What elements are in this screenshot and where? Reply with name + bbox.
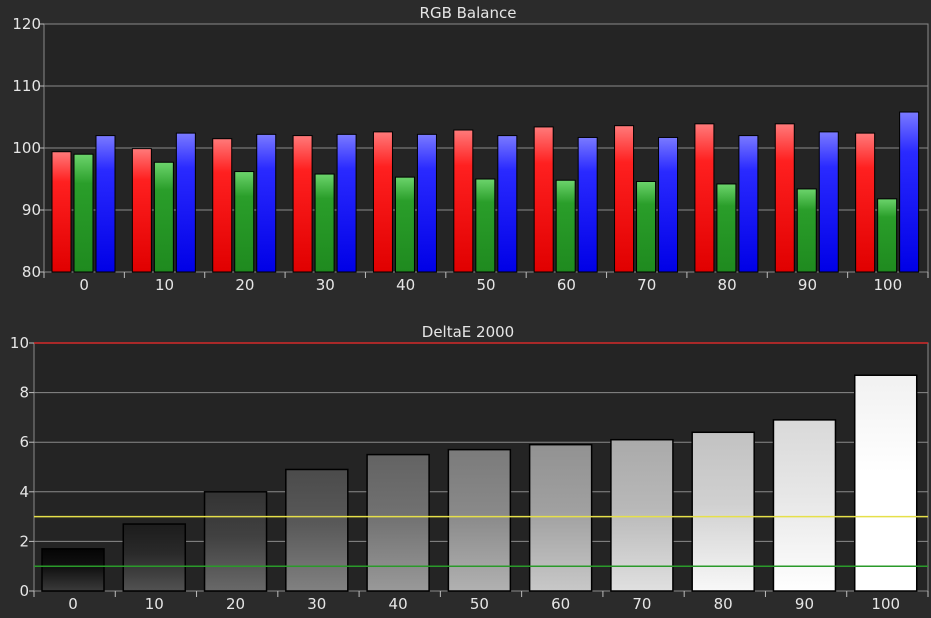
rgb-bar: [555, 179, 576, 273]
deltae-bar: [203, 491, 268, 592]
deltae-x-tick-label: 100: [871, 595, 900, 613]
rgb-bar: [453, 129, 474, 273]
deltae-x-tick-label: 60: [551, 595, 570, 613]
rgb-bar: [131, 148, 152, 273]
rgb-bar: [336, 133, 357, 273]
rgb-bar: [614, 125, 635, 273]
deltae-bar: [366, 453, 430, 592]
rgb-bar: [394, 176, 415, 273]
deltae-x-tick-label: 80: [714, 595, 733, 613]
rgb-bar: [577, 136, 598, 273]
deltae-x-tick-label: 40: [389, 595, 408, 613]
rgb-bar: [497, 135, 518, 273]
deltae-title: DeltaE 2000: [422, 323, 514, 341]
deltae-x-tick-label: 90: [795, 595, 814, 613]
rgb-balance-chart: RGB Balance 80 90 100 110 120 0 10 20 30 40 50 60 7…: [12, 4, 929, 294]
deltae-bar: [772, 419, 837, 592]
rgb-bar: [95, 135, 116, 273]
rgb-x-axis: 0 10 20 30 40 50 60 70 80 90 100: [43, 272, 929, 294]
rgb-balance-title: RGB Balance: [420, 4, 517, 22]
rgb-y-tick-label: 80: [22, 263, 41, 281]
rgb-x-tick-label: 30: [316, 276, 335, 294]
rgb-x-tick-label: 10: [155, 276, 174, 294]
rgb-bar: [818, 131, 839, 273]
rgb-bar: [256, 133, 277, 273]
rgb-bar: [292, 135, 313, 273]
deltae-x-tick-label: 30: [307, 595, 326, 613]
deltae-x-tick-label: 70: [632, 595, 651, 613]
rgb-bar: [175, 132, 196, 273]
deltae-bar: [691, 431, 755, 592]
rgb-x-tick-label: 20: [235, 276, 254, 294]
deltae-bar: [285, 468, 349, 592]
rgb-x-tick-label: 40: [396, 276, 415, 294]
rgb-bar: [475, 178, 496, 273]
deltae-reference-lines: [34, 342, 928, 567]
rgb-bar: [372, 131, 393, 273]
rgb-bar: [636, 180, 657, 273]
deltae-y-tick-label: 6: [19, 433, 29, 451]
rgb-bar: [738, 135, 759, 273]
deltae-x-tick-label: 10: [145, 595, 164, 613]
rgb-bar: [73, 153, 94, 273]
deltae-x-axis: 0 10 20 30 40 50 60 70 80 90 100: [33, 591, 929, 613]
rgb-bar: [877, 198, 898, 273]
rgb-bar: [533, 126, 554, 273]
rgb-x-tick-label: 90: [798, 276, 817, 294]
rgb-bar: [153, 161, 174, 273]
rgb-y-tick-label: 90: [22, 201, 41, 219]
deltae-bar: [122, 523, 187, 592]
deltae-x-tick-label: 0: [68, 595, 78, 613]
deltae-chart: DeltaE 2000 0 2 4 6 8 10 0 10 20 30 40 50 60 70 80 90 1…: [10, 323, 929, 613]
rgb-bar: [212, 138, 233, 273]
rgb-x-tick-label: 100: [873, 276, 902, 294]
rgb-y-axis: 80 90 100 110 120: [12, 15, 44, 281]
rgb-y-tick-label: 100: [12, 139, 41, 157]
deltae-x-tick-label: 50: [470, 595, 489, 613]
deltae-bar: [447, 448, 512, 592]
deltae-x-tick-label: 20: [226, 595, 245, 613]
rgb-bar: [416, 133, 437, 273]
rgb-y-tick-label: 120: [12, 15, 41, 33]
rgb-x-tick-label: 50: [476, 276, 495, 294]
rgb-bar: [314, 173, 335, 273]
rgb-bar: [774, 123, 795, 273]
deltae-y-tick-label: 0: [19, 582, 29, 600]
deltae-y-tick-label: 8: [19, 384, 29, 402]
rgb-bar: [855, 132, 876, 273]
deltae-bar: [610, 438, 674, 592]
deltae-y-axis: 0 2 4 6 8 10: [10, 334, 34, 600]
rgb-bar: [51, 151, 72, 273]
rgb-x-tick-label: 60: [557, 276, 576, 294]
rgb-x-tick-label: 70: [637, 276, 656, 294]
rgb-bar: [658, 136, 679, 273]
deltae-bar: [853, 374, 918, 592]
deltae-y-tick-label: 2: [19, 532, 29, 550]
deltae-bar: [528, 443, 593, 592]
rgb-bar: [234, 171, 255, 273]
rgb-x-tick-label: 80: [718, 276, 737, 294]
deltae-bar: [41, 548, 105, 592]
rgb-bar: [796, 188, 817, 273]
rgb-y-tick-label: 110: [12, 77, 41, 95]
rgb-bars: [51, 111, 920, 273]
deltae-y-tick-label: 10: [10, 334, 29, 352]
rgb-bar: [899, 111, 920, 273]
rgb-bar: [716, 183, 737, 273]
rgb-x-tick-label: 0: [79, 276, 89, 294]
rgb-bar: [694, 123, 715, 273]
deltae-y-tick-label: 4: [19, 483, 29, 501]
